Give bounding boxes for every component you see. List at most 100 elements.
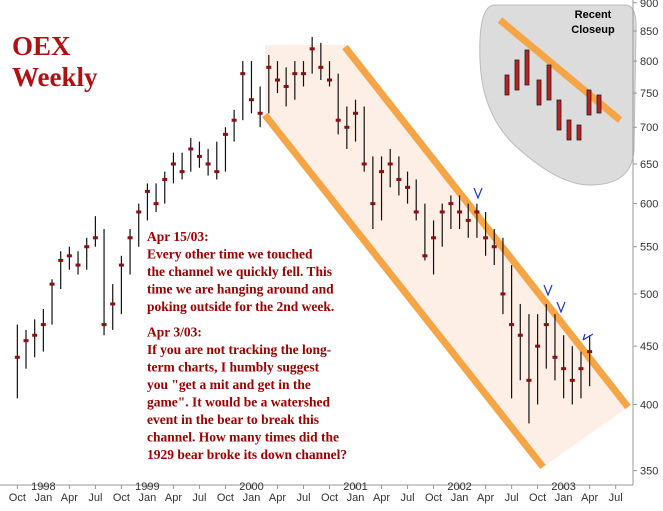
y-tick-label: 850 xyxy=(640,26,658,38)
chart-subtitle: Weekly xyxy=(12,62,98,92)
close-mark xyxy=(474,210,480,214)
close-mark xyxy=(248,98,254,102)
x-tick-label: Jan xyxy=(139,492,157,504)
x-tick-label: Apr xyxy=(61,492,78,504)
year-label: 2003 xyxy=(551,481,575,493)
close-mark xyxy=(162,177,168,181)
y-tick-label: 900 xyxy=(640,0,658,10)
close-mark xyxy=(40,323,46,327)
close-mark xyxy=(136,210,142,214)
close-mark xyxy=(153,202,159,206)
close-mark xyxy=(266,65,272,69)
close-mark xyxy=(370,202,376,206)
annotation: Apr 3/03: xyxy=(147,325,202,340)
x-tick-label: Oct xyxy=(529,492,546,504)
x-tick-label: Apr xyxy=(581,492,598,504)
y-tick-label: 600 xyxy=(640,199,658,211)
close-mark xyxy=(561,367,567,371)
x-tick-label: Jan xyxy=(347,492,365,504)
close-mark xyxy=(526,378,532,382)
annotation: game". It would be a watershed xyxy=(147,395,330,410)
close-mark xyxy=(578,367,584,371)
arrow xyxy=(543,284,553,297)
x-tick-label: Jul xyxy=(296,492,310,504)
close-mark xyxy=(491,245,497,249)
close-mark xyxy=(543,323,549,327)
year-label: 2001 xyxy=(343,481,367,493)
inset-candle xyxy=(596,94,602,114)
y-tick-label: 400 xyxy=(640,399,658,411)
close-mark xyxy=(483,236,489,240)
close-mark xyxy=(75,263,81,267)
close-mark xyxy=(32,333,38,337)
close-mark xyxy=(92,236,98,240)
x-tick-label: Oct xyxy=(113,492,130,504)
close-mark xyxy=(353,111,359,115)
close-mark xyxy=(84,245,90,249)
close-mark xyxy=(49,282,55,286)
close-mark xyxy=(127,236,133,240)
annotation: poking outside for the 2nd week. xyxy=(147,299,334,314)
x-tick-label: Jan xyxy=(451,492,469,504)
x-tick-label: Apr xyxy=(373,492,390,504)
close-mark xyxy=(179,170,185,174)
y-tick-label: 450 xyxy=(640,341,658,353)
close-mark xyxy=(422,254,428,258)
close-mark xyxy=(335,118,341,122)
close-mark xyxy=(231,118,237,122)
chart-title: OEX xyxy=(12,31,71,61)
close-mark xyxy=(196,154,202,158)
close-mark xyxy=(188,147,194,151)
close-mark xyxy=(14,355,20,359)
inset-candle xyxy=(524,49,530,86)
annotation: event in the bear to break this xyxy=(147,412,319,427)
close-mark xyxy=(274,78,280,82)
close-mark xyxy=(379,170,385,174)
close-mark xyxy=(118,263,124,267)
close-mark xyxy=(170,162,176,166)
annotation: Every other time we touched xyxy=(147,247,313,262)
close-mark xyxy=(23,339,29,343)
inset-candle xyxy=(504,74,510,96)
close-mark xyxy=(344,125,350,129)
inset-candles xyxy=(504,49,602,141)
annotation: If you are not tracking the long- xyxy=(147,342,331,357)
x-tick-label: Apr xyxy=(477,492,494,504)
close-mark xyxy=(431,236,437,240)
close-mark xyxy=(465,218,471,222)
close-mark xyxy=(361,162,367,166)
arrow xyxy=(556,301,566,314)
annotation: time we are hanging around and xyxy=(147,282,334,297)
x-tick-label: Jul xyxy=(88,492,102,504)
marks xyxy=(14,36,593,424)
close-mark xyxy=(552,355,558,359)
close-mark xyxy=(66,254,72,258)
x-tick-label: Oct xyxy=(321,492,338,504)
x-tick-label: Apr xyxy=(165,492,182,504)
close-mark xyxy=(309,47,315,51)
close-mark xyxy=(587,350,593,354)
x-tick-label: Oct xyxy=(425,492,442,504)
inset-frame xyxy=(479,4,637,186)
inset-candle xyxy=(556,99,562,131)
y-tick-label: 500 xyxy=(640,289,658,301)
close-mark xyxy=(101,323,107,327)
close-mark xyxy=(396,177,402,181)
inset-candle xyxy=(536,79,542,106)
annotation: 1929 bear broke its down channel? xyxy=(147,447,347,462)
close-mark xyxy=(500,292,506,296)
close-mark xyxy=(387,162,393,166)
inset-candle xyxy=(546,64,552,101)
channel-lower xyxy=(262,112,546,470)
y-tick-label: 750 xyxy=(640,88,658,100)
close-mark xyxy=(110,302,116,306)
x-tick-label: Oct xyxy=(9,492,26,504)
inset-candle xyxy=(566,119,572,141)
close-mark xyxy=(144,189,150,193)
x-tick-label: Jul xyxy=(505,492,519,504)
arrows xyxy=(473,187,594,341)
annotation: Apr 15/03: xyxy=(147,229,209,244)
close-mark xyxy=(58,258,64,262)
x-tick-label: Jan xyxy=(555,492,573,504)
